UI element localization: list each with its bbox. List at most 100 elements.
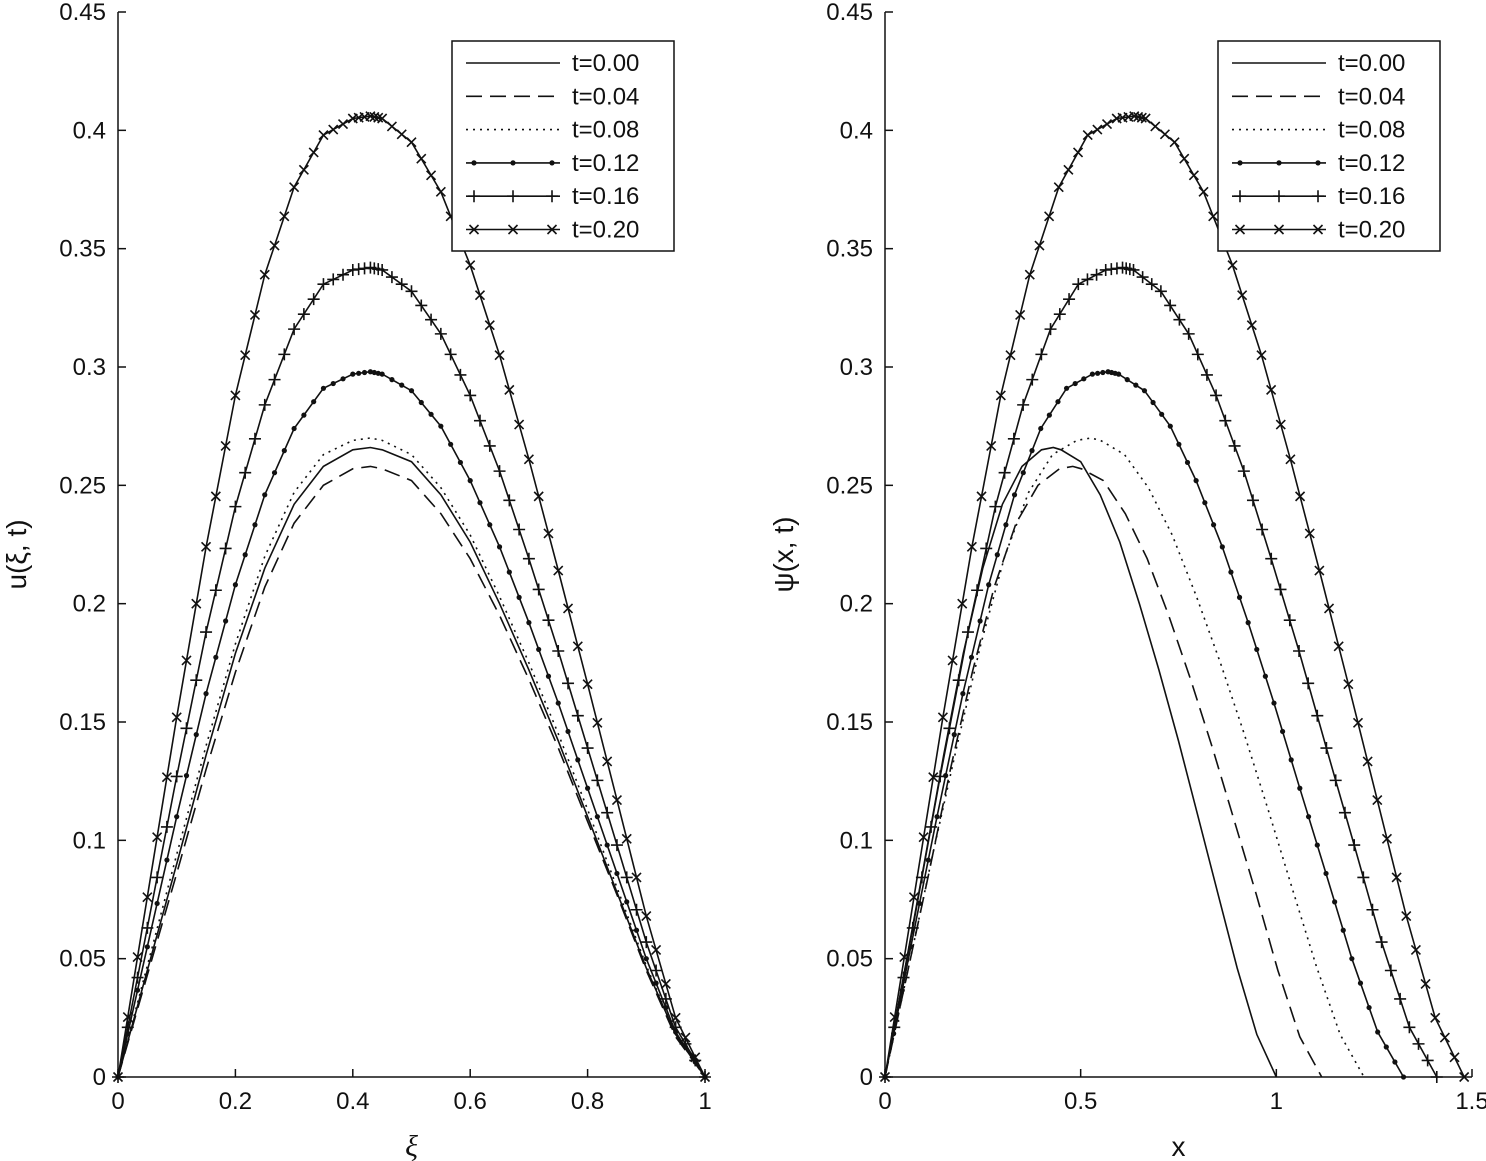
data-point (1127, 263, 1140, 276)
data-point (1265, 552, 1278, 565)
data-point (484, 320, 495, 331)
data-point (562, 677, 575, 690)
data-point (650, 964, 663, 977)
data-point (1179, 153, 1190, 164)
data-point (1210, 389, 1223, 402)
data-point (220, 440, 231, 451)
data-point (1430, 1012, 1441, 1023)
data-point (1314, 842, 1320, 848)
series-line (884, 266, 1438, 1078)
data-point (1188, 170, 1199, 181)
data-point (369, 111, 380, 122)
data-point (1275, 419, 1286, 430)
data-point (252, 522, 258, 528)
data-point (200, 541, 212, 552)
data-point (311, 399, 317, 405)
data-point (328, 124, 339, 135)
data-point (1136, 271, 1149, 284)
legend-marker (507, 190, 519, 203)
data-point (1274, 583, 1287, 596)
data-point (1208, 211, 1219, 222)
data-point (1332, 899, 1338, 905)
data-point (1412, 1037, 1425, 1050)
data-point (571, 709, 584, 722)
data-point (191, 598, 202, 609)
data-point (340, 376, 346, 382)
x-tick-label: 0 (878, 1088, 891, 1115)
data-point (1459, 1071, 1470, 1083)
data-point (591, 774, 604, 787)
data-point (1035, 348, 1048, 361)
data-point (1116, 371, 1122, 377)
data-point (1072, 147, 1084, 158)
data-point (395, 278, 408, 291)
data-point (376, 263, 389, 276)
data-point (1124, 377, 1130, 383)
data-point (592, 717, 603, 728)
data-point (966, 541, 977, 552)
data-point (1227, 260, 1238, 271)
data-point (513, 523, 526, 536)
data-point (1288, 757, 1294, 763)
data-point (203, 691, 209, 697)
data-point (232, 582, 238, 588)
data-point (1219, 414, 1232, 427)
data-point (406, 137, 417, 148)
data-point (160, 820, 173, 833)
data-point (503, 494, 516, 507)
data-point (1236, 594, 1243, 600)
data-point (1198, 186, 1209, 197)
data-point (575, 757, 581, 763)
data-point (152, 832, 163, 843)
data-point (377, 113, 388, 124)
data-point (1311, 709, 1324, 722)
data-point (330, 380, 336, 387)
data-point (258, 398, 271, 411)
data-point (610, 839, 623, 852)
legend-item: t=0.00 (1232, 50, 1405, 77)
data-point (268, 373, 281, 386)
legend-label: t=0.16 (572, 183, 639, 210)
data-point (425, 313, 438, 326)
data-point (994, 552, 1000, 558)
data-point (164, 857, 170, 863)
data-point (1005, 350, 1016, 361)
data-point (298, 164, 309, 175)
data-point (223, 618, 229, 624)
data-point (1092, 124, 1103, 135)
data-point (1375, 1029, 1381, 1035)
x-tick-label: 1.5 (1455, 1088, 1486, 1115)
y-tick-label: 0.1 (73, 827, 106, 854)
legend-marker (1276, 160, 1282, 166)
data-point (1167, 423, 1173, 429)
data-point (680, 1032, 691, 1043)
data-point (1141, 388, 1148, 394)
data-point (454, 368, 467, 381)
data-point (213, 654, 219, 660)
data-point (1320, 742, 1333, 755)
data-point (269, 240, 280, 251)
data-point (879, 1071, 891, 1083)
data-point (1038, 425, 1044, 432)
data-point (918, 832, 929, 843)
data-point (1271, 700, 1277, 706)
data-point (1228, 439, 1241, 452)
data-point (121, 1021, 134, 1034)
x-tick-label: 0.6 (454, 1088, 487, 1115)
data-point (1439, 1032, 1450, 1043)
data-point (448, 441, 454, 447)
data-point (971, 584, 984, 597)
x-tick-label: 0.8 (571, 1088, 604, 1115)
series-t=0.12 (115, 369, 708, 1080)
data-point (281, 448, 287, 454)
data-point (434, 327, 447, 340)
data-point (1262, 673, 1268, 679)
data-point (1044, 323, 1057, 336)
data-point (408, 388, 415, 394)
legend-label: t=0.16 (1338, 183, 1405, 210)
data-point (209, 584, 222, 597)
data-point (1044, 211, 1055, 222)
data-point (1150, 121, 1161, 132)
data-point (1129, 111, 1140, 122)
data-point (1384, 964, 1397, 977)
